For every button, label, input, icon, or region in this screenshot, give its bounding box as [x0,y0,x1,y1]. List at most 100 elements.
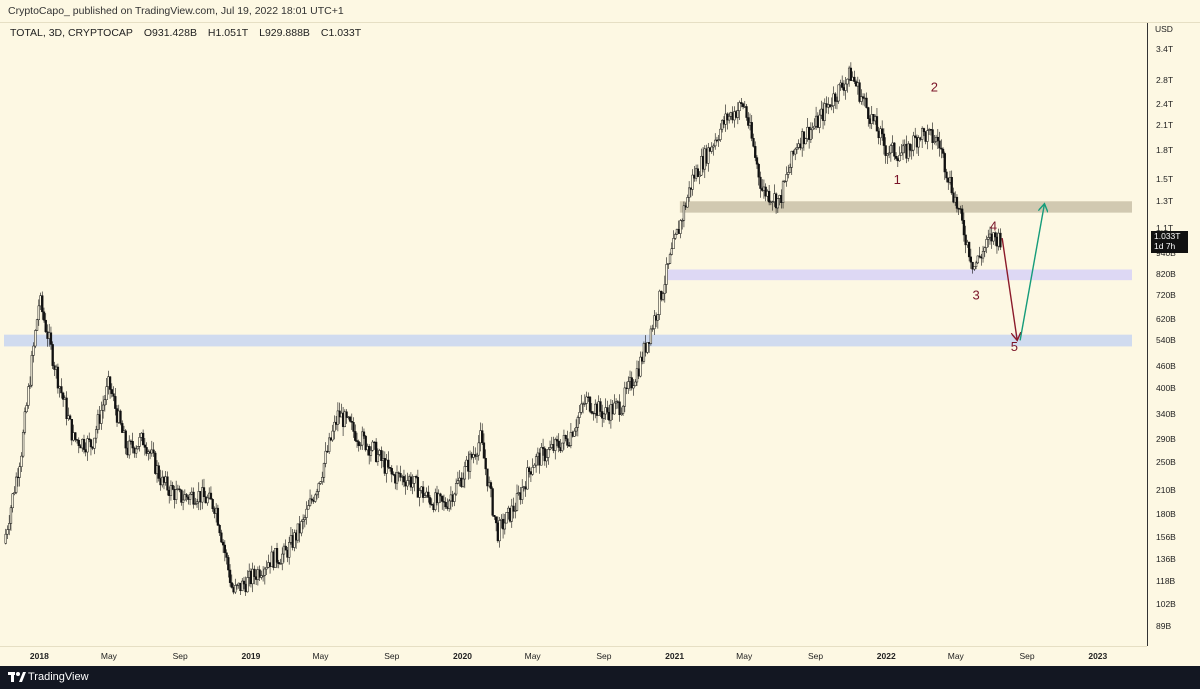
candle-body [632,385,635,389]
y-tick-label: 460B [1156,360,1176,371]
candle-body [175,489,178,500]
candle-body [108,376,112,390]
candle-body [717,139,720,141]
candle-body [543,448,546,462]
candle-body [234,585,237,593]
candle-body [515,493,519,511]
candle-body [686,197,689,208]
candle-body [667,263,670,265]
candle-body [754,146,757,158]
candle-body [136,446,140,450]
candle-body [307,505,310,510]
candle-body [858,82,861,102]
chart-area[interactable] [0,23,1148,646]
candle-body [656,314,659,321]
candle-body [606,407,609,413]
candle-body [599,401,602,412]
candle-body [588,396,592,412]
candle-body [100,410,103,424]
candle-body [131,441,134,449]
candle-body [308,498,312,506]
wave-label-1: 1 [894,172,901,187]
candle-body [576,417,580,428]
candle-body [901,145,905,154]
candle-body [437,493,440,504]
candle-body [962,220,966,236]
candle-body [277,562,280,565]
candle-body [8,523,11,530]
y-tick-label: 290B [1156,433,1176,444]
candle-body [88,438,91,440]
candle-body [192,491,195,505]
candle-body [218,524,221,534]
x-tick-label: May [947,651,964,661]
x-tick-label: Sep [384,651,400,661]
candle-body [555,439,559,442]
candle-body [279,563,282,565]
y-tick-label: 2.1T [1156,120,1174,131]
candle-body [498,520,501,542]
y-tick-label: 1.1T [1156,222,1174,233]
candle-body [545,457,548,462]
candle-body [223,544,226,554]
candle-body [757,163,760,178]
x-tick-label: May [312,651,329,661]
candle-body [321,477,324,483]
candle-body [651,328,654,330]
candle-body [983,247,986,252]
candle-body [152,449,155,454]
candle-body [421,486,425,498]
candle-body [216,507,220,526]
candle-body [416,477,420,498]
y-tick-label: 1.3T [1156,196,1174,207]
candle-body [884,145,887,156]
candle-body [195,501,199,505]
candle-body [388,467,392,469]
zone-rect [679,201,1132,213]
candle-body [893,142,896,157]
candle-body [955,196,959,209]
candle-body [510,505,513,522]
candle-body [345,411,348,418]
candle-body [505,512,508,524]
footer-bar: TradingView [0,666,1200,689]
candle-body [834,93,837,102]
candle-body [653,315,656,329]
candle-body [423,495,426,498]
x-tick-label: 2019 [241,651,261,661]
candle-body [712,145,715,148]
candle-body [324,450,327,464]
price-axis[interactable]: 3.4T2.8T2.4T2.1T1.8T1.5T1.3T1.1T940B820B… [1148,23,1200,646]
candle-body [154,452,157,474]
candle-body [300,521,303,534]
candle-body [759,176,762,189]
candle-body [790,150,793,168]
symbol-name[interactable]: TOTAL, 3D, CRYPTOCAP [10,27,133,39]
candle-body [275,548,279,563]
candle-body [710,146,713,152]
candle-body [348,416,352,422]
candle-body [20,455,23,467]
candle-body [138,437,141,447]
candle-body [985,239,988,248]
candle-body [32,345,35,356]
candle-body [428,497,432,505]
candle-body [489,482,493,489]
candle-body [665,264,668,285]
candle-body [374,441,378,462]
ohlc-low: L929.888B [259,27,310,39]
time-axis[interactable]: 2018 May Sep 2019 May Sep 2020 May Sep 2021 May Sep… [0,646,1147,667]
candle-body [788,167,792,173]
candle-body [818,114,821,128]
candle-body [411,483,414,488]
candle-body [950,177,953,194]
candle-body [802,131,806,145]
candle-body [630,377,633,389]
candle-body [973,266,976,270]
candle-body [246,577,249,593]
candle-body [521,487,524,500]
candle-body [804,138,807,145]
candle-body [564,435,567,439]
candles-layer [4,62,1002,596]
price-chart[interactable]: 1 2 3 4 5 [0,23,1147,646]
